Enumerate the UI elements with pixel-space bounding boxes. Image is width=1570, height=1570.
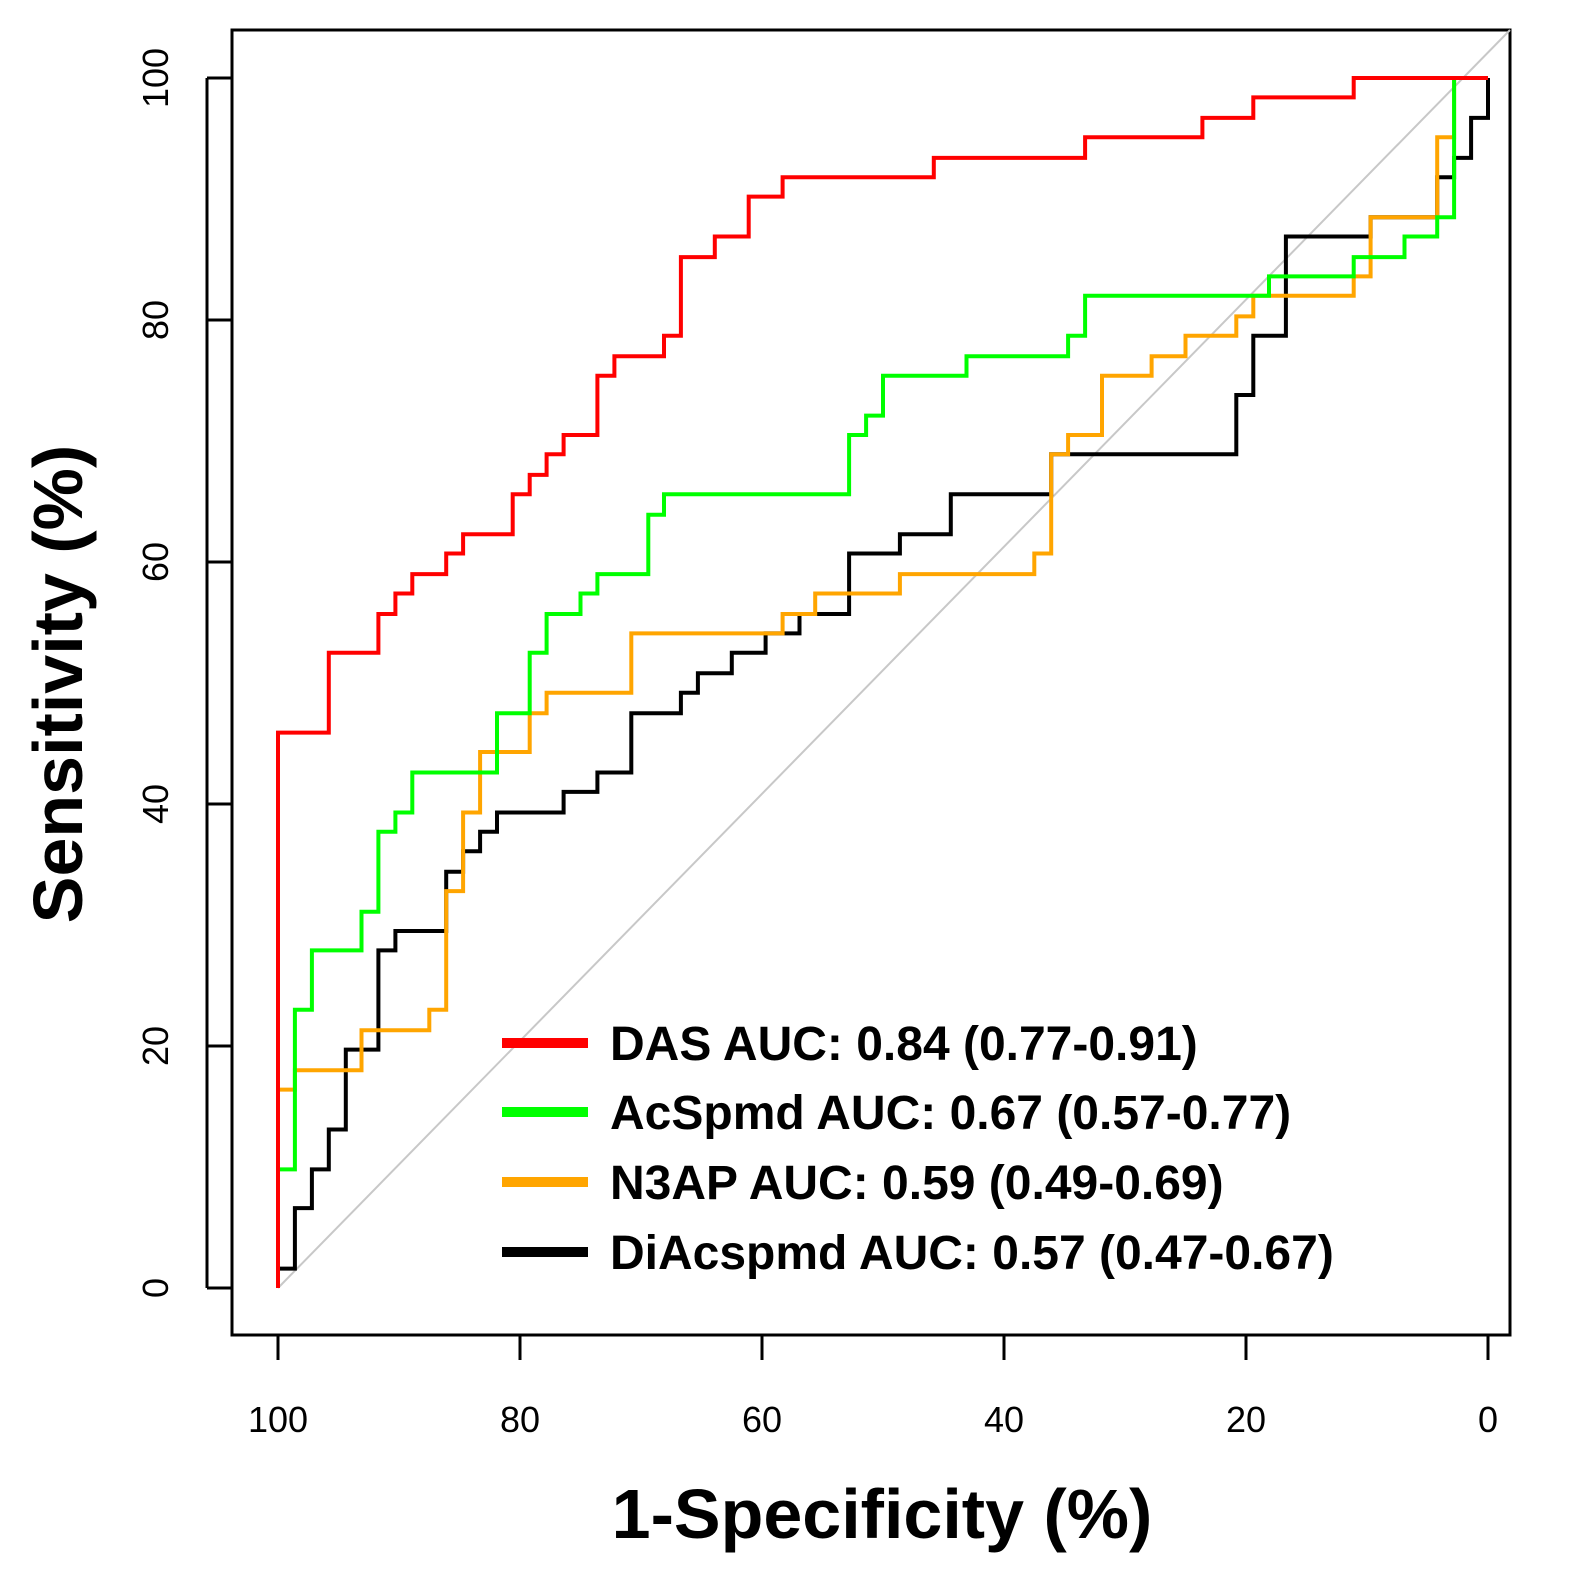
y-tick-label: 80 (135, 300, 176, 340)
x-tick-label: 40 (984, 1399, 1024, 1440)
y-tick-label: 40 (135, 784, 176, 824)
x-tick-label: 60 (742, 1399, 782, 1440)
y-tick-label: 0 (135, 1278, 176, 1298)
legend-label-1: AcSpmd AUC: 0.67 (0.57-0.77) (610, 1087, 1291, 1140)
x-tick-label: 20 (1226, 1399, 1266, 1440)
y-tick-label: 60 (135, 542, 176, 582)
x-axis-title: 1-Specificity (%) (612, 1475, 1153, 1553)
series-line-1 (276, 76, 1488, 1288)
legend-label-3: DiAcspmd AUC: 0.57 (0.47-0.67) (610, 1227, 1334, 1280)
series-line-3 (276, 78, 1490, 1288)
diagonal-reference-line (277, 29, 1511, 1289)
y-axis-title: Sensitivity (%) (19, 445, 97, 923)
x-tick-label: 0 (1478, 1399, 1498, 1440)
y-tick-label: 100 (135, 48, 176, 108)
series-line-2 (276, 76, 1488, 1288)
legend-label-2: N3AP AUC: 0.59 (0.49-0.69) (610, 1157, 1224, 1210)
legend-label-0: DAS AUC: 0.84 (0.77-0.91) (610, 1018, 1198, 1071)
y-tick-label: 20 (135, 1026, 176, 1066)
series-line-0 (276, 76, 1488, 1288)
x-tick-label: 100 (248, 1399, 308, 1440)
legend: DAS AUC: 0.84 (0.77-0.91) AcSpmd AUC: 0.6… (502, 1018, 1334, 1280)
x-tick-label: 80 (500, 1399, 540, 1440)
